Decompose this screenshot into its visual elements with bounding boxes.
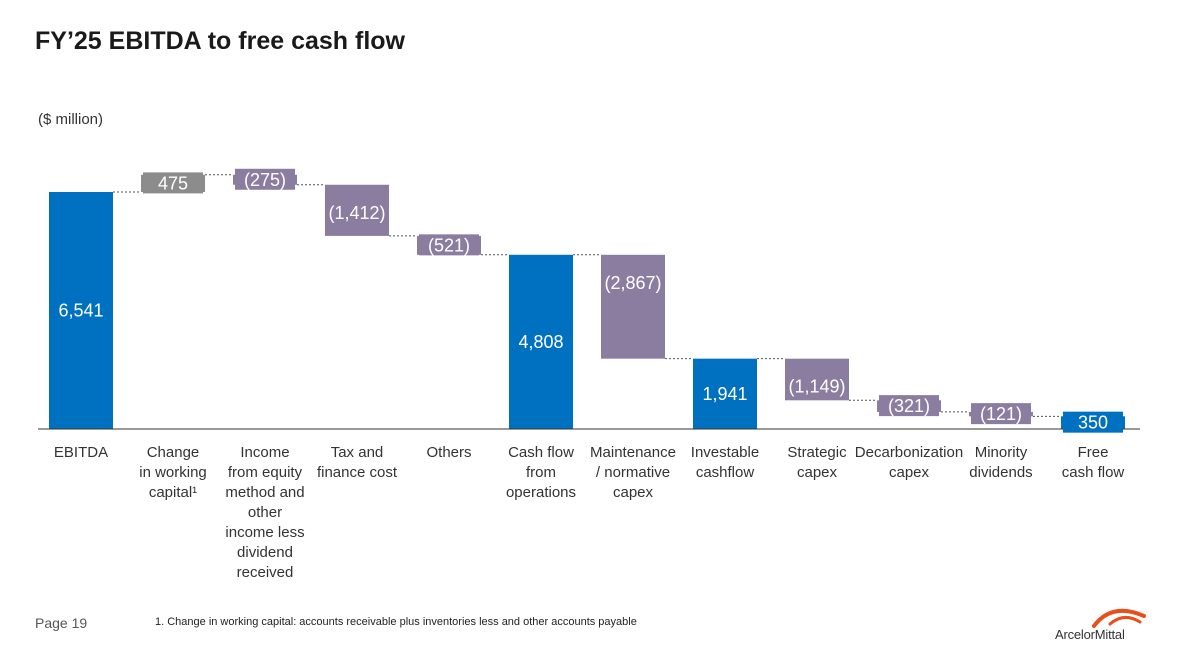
bar-0 (49, 192, 113, 429)
page-number: Page 19 (35, 615, 88, 631)
value-label-box-9 (879, 395, 939, 417)
value-label-box-10 (971, 403, 1031, 425)
bar-7 (693, 358, 757, 429)
value-label-box-4 (419, 234, 479, 256)
value-label-3: (1,412) (328, 203, 385, 223)
category-label-9: Decarbonization capex (855, 444, 963, 481)
value-labels: 6,541 475 (275) (1,412) (521) 4,808 (2,867) 1,9… (58, 168, 1123, 433)
bars (49, 174, 1125, 429)
logo-wordmark: ArcelorMittal (1055, 627, 1125, 642)
value-label-5: 4,808 (518, 332, 563, 352)
value-label-11: 350 (1078, 413, 1108, 433)
category-label-0: EBITDA (54, 444, 108, 461)
bar-3 (325, 184, 389, 236)
footnote: 1. Change in working capital: accounts r… (155, 616, 637, 628)
category-label-1: Change in working capital¹ (139, 444, 207, 501)
value-label-2: (275) (244, 170, 286, 190)
value-label-1: 475 (158, 173, 188, 193)
value-label-8: (1,149) (788, 377, 845, 397)
value-label-9: (321) (888, 396, 930, 416)
value-label-box-2 (235, 168, 295, 190)
page-title: FY’25 EBITDA to free cash flow (35, 27, 405, 55)
unit-label: ($ million) (38, 111, 104, 128)
category-label-2: Income from equity method and other income l… (225, 444, 304, 581)
category-label-7: Investable cashflow (691, 444, 759, 481)
category-label-8: Strategic capex (787, 444, 847, 481)
value-label-0: 6,541 (58, 301, 103, 321)
category-label-4: Others (426, 444, 471, 461)
category-labels: EBITDA Change in working capital¹ Income from… (54, 444, 1125, 581)
value-label-10: (121) (980, 404, 1022, 424)
category-label-5: Cash flow from operations (506, 444, 576, 501)
bar-5 (509, 254, 573, 429)
value-label-7: 1,941 (702, 384, 747, 404)
connector-lines (113, 174, 1061, 417)
category-label-11: Free cash flow (1062, 444, 1125, 481)
waterfall-chart: 6,541 475 (275) (1,412) (521) 4,808 (2,867) 1,9… (38, 168, 1140, 581)
arcelormittal-swoosh-logo (1092, 608, 1146, 628)
category-label-10: Minority dividends (969, 444, 1032, 481)
value-label-4: (521) (428, 235, 470, 255)
value-label-6: (2,867) (604, 273, 661, 293)
value-label-box-11 (1063, 411, 1123, 433)
value-label-box-1 (143, 172, 203, 194)
bar-6 (601, 254, 665, 359)
category-label-6: Maintenance / normative capex (590, 444, 676, 501)
category-label-3: Tax and finance cost (317, 444, 398, 481)
bar-8 (785, 358, 849, 401)
